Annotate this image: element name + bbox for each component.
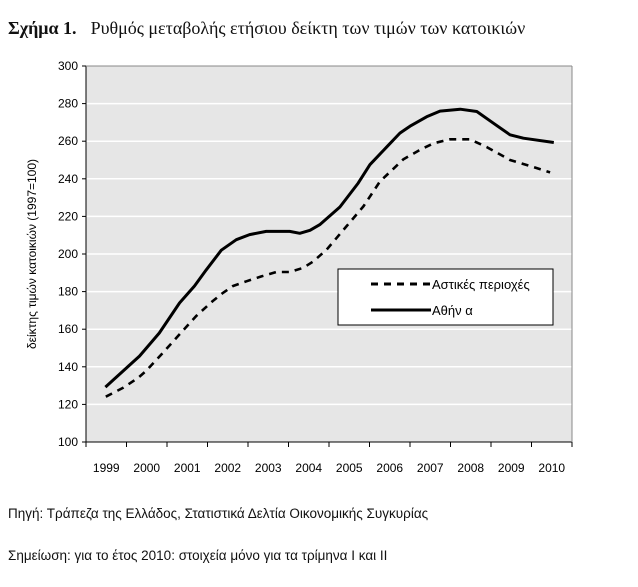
x-tick-label: 2007	[417, 461, 444, 475]
y-tick-label: 140	[58, 360, 78, 374]
footnote: Σημείωση: για το έτος 2010: στοιχεία μόν…	[8, 548, 387, 563]
series-lines	[104, 107, 555, 398]
x-tick-label: 2006	[376, 461, 403, 475]
x-tick-label: 2001	[174, 461, 201, 475]
figure-title-text: Ρυθμός μεταβολής ετήσιου δείκτη των τιμώ…	[91, 18, 526, 38]
x-tick-label: 1999	[93, 461, 120, 475]
series-line-athens	[104, 107, 555, 389]
y-axis-label: δείκτης τιμών κατοικιών (1997=100)	[25, 159, 39, 349]
y-tick-label: 180	[58, 285, 78, 299]
figure-title: Σχήμα 1. Ρυθμός μεταβολής ετήσιου δείκτη …	[8, 18, 525, 38]
legend-label-athens: Αθήν α	[432, 303, 473, 318]
legend-box	[337, 268, 554, 326]
source-note: Πηγή: Τράπεζα της Ελλάδος, Στατιστικά Δε…	[8, 506, 429, 521]
axes: 100 120 140 160 180 200 220 240 260 280 300 1999 200…	[58, 59, 573, 475]
y-tick-label: 240	[58, 172, 78, 186]
y-tick-label: 260	[58, 134, 78, 148]
x-tick-label: 2000	[133, 461, 160, 475]
x-tick-label: 2008	[457, 461, 484, 475]
x-tick-label: 2009	[498, 461, 525, 475]
legend-label-urban: Αστικές περιοχές	[432, 277, 530, 292]
y-tick-label: 120	[58, 397, 78, 411]
y-tick-label: 220	[58, 209, 78, 223]
x-tick-label: 2002	[214, 461, 241, 475]
x-tick-label: 2005	[336, 461, 363, 475]
legend: Αστικές περιοχές Αθήν α	[337, 268, 554, 326]
y-tick-label: 160	[58, 322, 78, 336]
y-tick-label: 300	[58, 59, 78, 73]
y-tick-label: 200	[58, 247, 78, 261]
y-tick-label: 280	[58, 97, 78, 111]
figure-label: Σχήμα 1.	[8, 18, 77, 38]
y-tick-label: 100	[58, 435, 78, 449]
x-tick-label: 2003	[255, 461, 282, 475]
x-tick-label: 2010	[538, 461, 565, 475]
x-tick-label: 2004	[295, 461, 322, 475]
